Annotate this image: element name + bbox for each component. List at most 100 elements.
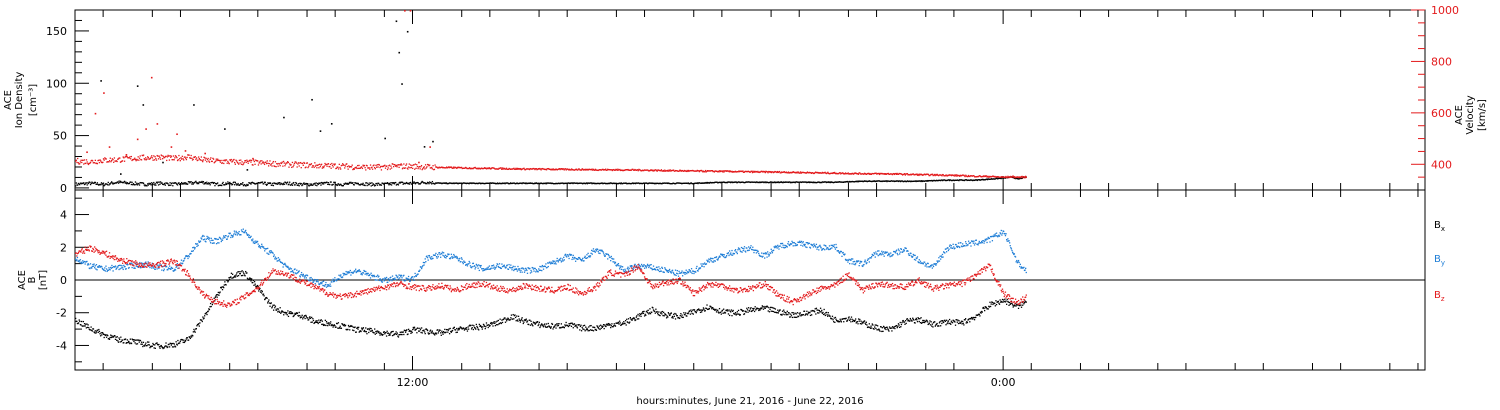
velocity-point [583,169,586,171]
velocity-point [996,176,998,178]
ion-density-point [452,182,454,184]
bx-point [520,318,523,320]
bx-point [931,325,933,327]
ion-density-point [197,182,200,185]
bx-point [529,324,532,326]
bx-point [225,284,227,286]
ion-density-point [420,181,423,183]
ion-density-point [763,181,765,184]
ion-density-point [399,181,401,183]
bx-point [816,309,818,311]
by-point [95,268,97,270]
ion-density-point [870,180,872,182]
bx-point [241,270,243,272]
velocity-point [226,162,228,164]
ion-density-point [399,182,402,184]
ion-density-point [640,182,642,185]
bx-point [984,306,986,308]
ion-density-point [609,182,611,185]
ion-density-point [704,182,706,184]
ion-density-point [677,182,679,184]
bx-point [288,312,290,314]
bx-point [487,326,489,329]
by-point [202,239,205,241]
velocity-point [850,172,852,175]
velocity-point [382,165,385,167]
velocity-point [935,174,938,176]
ion-density-point [958,179,960,182]
velocity-point [469,167,471,169]
velocity-point [790,172,792,174]
velocity-point [985,175,987,177]
ion-density-point [908,180,911,182]
ion-density-point [81,183,83,185]
bx-point [584,330,586,332]
by-point [78,259,80,262]
ion-density-point [744,181,746,184]
ion-density-point [796,181,798,183]
velocity-point [759,171,761,173]
bx-point [176,344,178,346]
ion-density-point [139,181,141,184]
bx-point [361,329,363,331]
ion-density-point [820,181,822,184]
ion-density-point [227,183,230,185]
bx-point [273,304,275,306]
velocity-point [166,156,169,158]
ion-density-point [492,182,495,184]
velocity-point [952,174,954,176]
bx-point [539,326,541,329]
velocity-point [691,170,693,172]
velocity-point [266,160,268,162]
ion-density-point [278,183,280,185]
ion-density-point [962,179,964,182]
by-point [277,257,280,259]
velocity-point [995,176,998,178]
bx-point [759,309,761,311]
by-point [256,240,259,243]
bx-point [400,331,403,333]
bx-point [156,342,158,344]
velocity-point [727,170,729,172]
ion-density-point [973,179,975,182]
ion-density-point [622,182,624,184]
ion-density-point [725,181,727,184]
ion-density-point [649,182,652,184]
ion-density-point [885,180,887,182]
bx-point [985,306,988,308]
ion-density-point [333,181,335,183]
bx-point [386,330,388,332]
velocity-point [412,167,414,170]
bx-point [187,339,190,341]
velocity-point [778,170,781,173]
bx-point [788,312,790,314]
bx-point [705,307,708,310]
ion-density-point [415,182,417,184]
bx-point [437,329,439,331]
velocity-point [365,169,367,171]
velocity-point [908,174,911,176]
ion-density-point [743,181,745,184]
velocity-point [803,171,805,174]
velocity-point [376,164,378,166]
velocity-point [150,156,152,158]
bx-point [790,314,793,316]
bx-point [885,328,887,331]
ion-density-point [387,182,389,185]
bx-point [588,329,590,332]
bx-point [88,326,90,329]
velocity-point [650,169,652,172]
ion-density-point [513,182,516,184]
bx-point [551,323,554,326]
bx-point [875,324,878,326]
velocity-point [1012,175,1015,177]
velocity-point [164,155,166,158]
ion-density-point [294,184,296,186]
bx-point [737,313,739,315]
velocity-point [696,170,698,172]
velocity-point [971,175,974,177]
bx-point [932,322,935,324]
bx-point [657,314,659,316]
bx-point [504,321,507,323]
ion-density-point [337,183,339,185]
